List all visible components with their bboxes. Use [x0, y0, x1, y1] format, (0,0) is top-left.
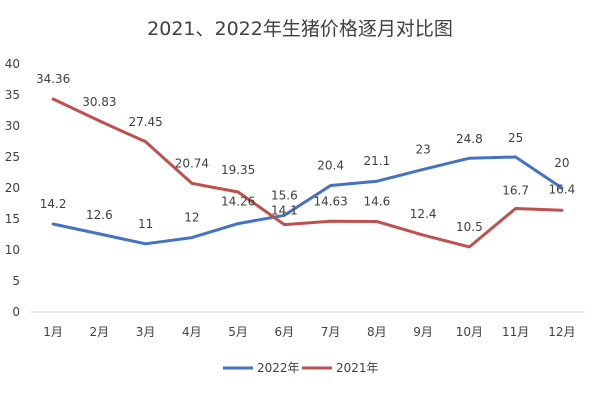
data-label: 19.35: [221, 163, 255, 177]
y-tick-label: 40: [5, 57, 20, 71]
data-label: 23: [415, 142, 430, 156]
y-tick-label: 35: [5, 88, 20, 102]
y-tick-label: 10: [5, 243, 20, 257]
x-tick-label: 1月: [43, 325, 63, 339]
x-tick-label: 2月: [90, 325, 110, 339]
data-label: 14.2: [40, 197, 67, 211]
data-label: 10.5: [456, 220, 483, 234]
y-tick-label: 15: [5, 212, 20, 226]
data-label: 27.45: [128, 115, 162, 129]
data-label: 14.1: [271, 204, 298, 218]
data-labels: 14.2 12.6 11 12 14.26 15.6 20.4 21.1 23 24.8 25 20 3…: [36, 72, 575, 234]
data-label: 20.4: [317, 159, 344, 173]
data-label: 14.6: [364, 194, 391, 208]
x-tick-label: 10月: [456, 325, 483, 339]
data-label: 34.36: [36, 72, 70, 86]
data-label: 15.6: [271, 188, 298, 202]
data-label: 20.74: [175, 156, 209, 170]
legend: 2022年 2021年: [223, 361, 379, 375]
data-label: 25: [508, 131, 523, 145]
x-tick-label: 3月: [136, 325, 156, 339]
data-label: 30.83: [82, 95, 116, 109]
data-label: 12.4: [410, 207, 437, 221]
data-label: 12.6: [86, 208, 113, 222]
y-tick-label: 20: [5, 181, 20, 195]
data-label: 16.4: [549, 182, 576, 196]
data-label: 24.8: [456, 132, 483, 146]
data-label: 21.1: [364, 154, 391, 168]
x-tick-label: 5月: [228, 325, 248, 339]
chart-title: 2021、2022年生猪价格逐月对比图: [147, 18, 453, 40]
data-label: 12: [184, 211, 199, 225]
x-tick-label: 12月: [548, 325, 575, 339]
legend-label: 2021年: [336, 361, 379, 375]
data-label: 20: [554, 156, 569, 170]
x-tick-label: 6月: [275, 325, 295, 339]
legend-label: 2022年: [257, 361, 300, 375]
series-line-2: [51, 97, 564, 249]
x-tick-label: 7月: [321, 325, 341, 339]
series-line-1: [51, 155, 564, 246]
x-tick-label: 11月: [502, 325, 529, 339]
data-label: 14.26: [221, 195, 255, 209]
x-axis: 1月 2月 3月 4月 5月 6月 7月 8月 9月 10月 11月 12月: [30, 311, 585, 339]
data-label: 11: [138, 217, 153, 231]
data-label: 16.7: [502, 183, 529, 197]
x-tick-label: 8月: [367, 325, 387, 339]
y-axis: 0 5 10 15 20 25 30 35 40: [5, 57, 20, 319]
y-tick-label: 25: [5, 150, 20, 164]
series-layer: [51, 97, 564, 249]
y-tick-label: 0: [12, 305, 20, 319]
y-tick-label: 5: [12, 274, 20, 288]
x-tick-label: 4月: [182, 325, 202, 339]
data-label: 14.63: [313, 194, 347, 208]
x-tick-label: 9月: [413, 325, 433, 339]
y-tick-label: 30: [5, 119, 20, 133]
